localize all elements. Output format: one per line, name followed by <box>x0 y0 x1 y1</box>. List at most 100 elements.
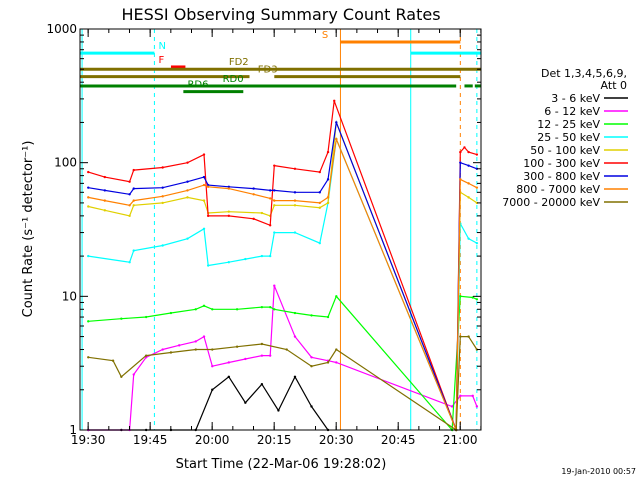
y-tick-label-1: 10 <box>62 289 77 303</box>
series-2-point-6 <box>211 308 214 311</box>
x-tick-label-2: 20:00 <box>195 433 230 447</box>
flag-label-f: F <box>159 55 165 66</box>
series-5-point-9 <box>252 217 255 221</box>
series-8-point-7 <box>235 345 239 348</box>
series-line-3 <box>88 136 478 431</box>
series-8-point-0 <box>87 356 90 359</box>
series-0-point-8 <box>260 383 264 386</box>
series-8-point-9 <box>285 348 288 351</box>
x-tick-label-5: 20:45 <box>381 433 416 447</box>
series-5-point-19 <box>467 150 470 154</box>
series-0-point-7 <box>244 401 247 404</box>
series-1-point-12 <box>268 354 272 357</box>
series-2-point-18 <box>475 298 479 301</box>
series-6-point-12 <box>293 191 297 194</box>
series-7-point-8 <box>227 187 231 190</box>
series-1-point-15 <box>310 356 313 359</box>
series-0-point-5 <box>211 388 214 391</box>
series-2-point-16 <box>459 295 462 298</box>
series-2-point-7 <box>235 308 239 311</box>
series-6-point-9 <box>252 187 255 190</box>
series-1-point-6 <box>194 340 197 343</box>
y-axis-label: Count Rate (s⁻¹ detector⁻¹) <box>21 141 36 318</box>
series-3-point-11 <box>273 231 276 234</box>
x-tick-label-6: 21:00 <box>443 433 478 447</box>
series-3-point-18 <box>467 237 470 240</box>
series-6-point-17 <box>459 161 462 164</box>
series-4-point-1 <box>103 209 107 212</box>
series-5-point-7 <box>206 214 210 218</box>
series-2-point-2 <box>144 315 148 319</box>
series-8-point-10 <box>310 365 313 368</box>
series-8-point-6 <box>211 348 214 351</box>
series-6-point-6 <box>202 175 206 179</box>
series-3-point-13 <box>318 241 321 245</box>
x-tick-label-3: 20:15 <box>257 433 292 447</box>
series-2-point-8 <box>260 305 264 309</box>
series-7-point-13 <box>318 201 321 205</box>
series-4-point-4 <box>161 201 164 205</box>
series-6-point-13 <box>318 191 321 194</box>
series-1-point-10 <box>244 357 247 361</box>
series-3-point-9 <box>260 254 264 258</box>
series-line-5 <box>88 100 478 431</box>
series-3-point-10 <box>268 254 272 258</box>
series-7-point-0 <box>87 196 90 199</box>
series-2-point-14 <box>335 295 338 298</box>
series-6-point-18 <box>467 164 470 167</box>
series-5-point-3 <box>132 168 135 172</box>
flag-label-s: S <box>322 30 328 41</box>
series-4-point-6 <box>202 199 206 202</box>
series-6-point-1 <box>103 189 107 192</box>
series-6-point-3 <box>132 187 135 190</box>
series-1-point-2 <box>132 373 135 376</box>
series-4-point-19 <box>475 201 479 205</box>
series-2-point-17 <box>471 296 474 299</box>
series-3-point-4 <box>186 237 189 240</box>
series-3-point-3 <box>161 244 164 247</box>
series-7-point-12 <box>293 199 297 202</box>
series-3-point-8 <box>244 257 247 261</box>
x-axis-label: Start Time (22-Mar-06 19:28:02) <box>176 457 387 472</box>
series-8-point-12 <box>335 348 338 351</box>
series-line-0 <box>88 375 329 431</box>
series-5-point-2 <box>128 180 131 183</box>
series-8-point-2 <box>120 375 123 379</box>
series-5-point-8 <box>227 214 231 218</box>
series-8-point-15 <box>467 335 470 338</box>
flag-label-fd3: FD3 <box>258 65 278 76</box>
series-5-point-6 <box>202 153 206 156</box>
legend-label-8: 7000 - 20000 keV <box>502 196 600 209</box>
series-6-point-11 <box>273 189 276 192</box>
series-8-point-3 <box>144 354 148 357</box>
series-7-point-5 <box>186 189 189 192</box>
legend-label-3: 25 - 50 keV <box>537 131 600 144</box>
legend-label-6: 300 - 800 keV <box>523 170 600 183</box>
series-5-point-20 <box>475 153 479 156</box>
series-5-point-5 <box>186 161 189 164</box>
series-5-point-17 <box>459 150 462 154</box>
series-8-point-5 <box>194 348 197 351</box>
series-5-point-11 <box>273 164 276 167</box>
series-0-point-10 <box>293 375 297 379</box>
y-tick-label-0: 1 <box>69 423 77 437</box>
series-line-1 <box>88 285 478 431</box>
series-line-7 <box>88 136 478 431</box>
series-5-point-4 <box>161 166 164 169</box>
series-1-point-4 <box>161 348 164 351</box>
series-7-point-19 <box>475 186 479 189</box>
series-8-point-11 <box>326 361 330 364</box>
series-6-point-10 <box>268 189 272 192</box>
series-7-point-3 <box>132 199 135 202</box>
flag-label-rd6: RD6 <box>187 80 208 91</box>
series-1-point-5 <box>178 344 181 347</box>
series-8-point-16 <box>475 348 479 351</box>
x-tick-label-1: 19:45 <box>133 433 168 447</box>
legend-header-0: Det 1,3,4,5,6,9, <box>541 67 627 80</box>
series-1-point-17 <box>335 361 338 364</box>
series-6-point-8 <box>227 185 231 188</box>
series-4-point-3 <box>132 204 135 207</box>
series-3-point-12 <box>293 231 297 234</box>
series-1-point-13 <box>273 284 276 287</box>
